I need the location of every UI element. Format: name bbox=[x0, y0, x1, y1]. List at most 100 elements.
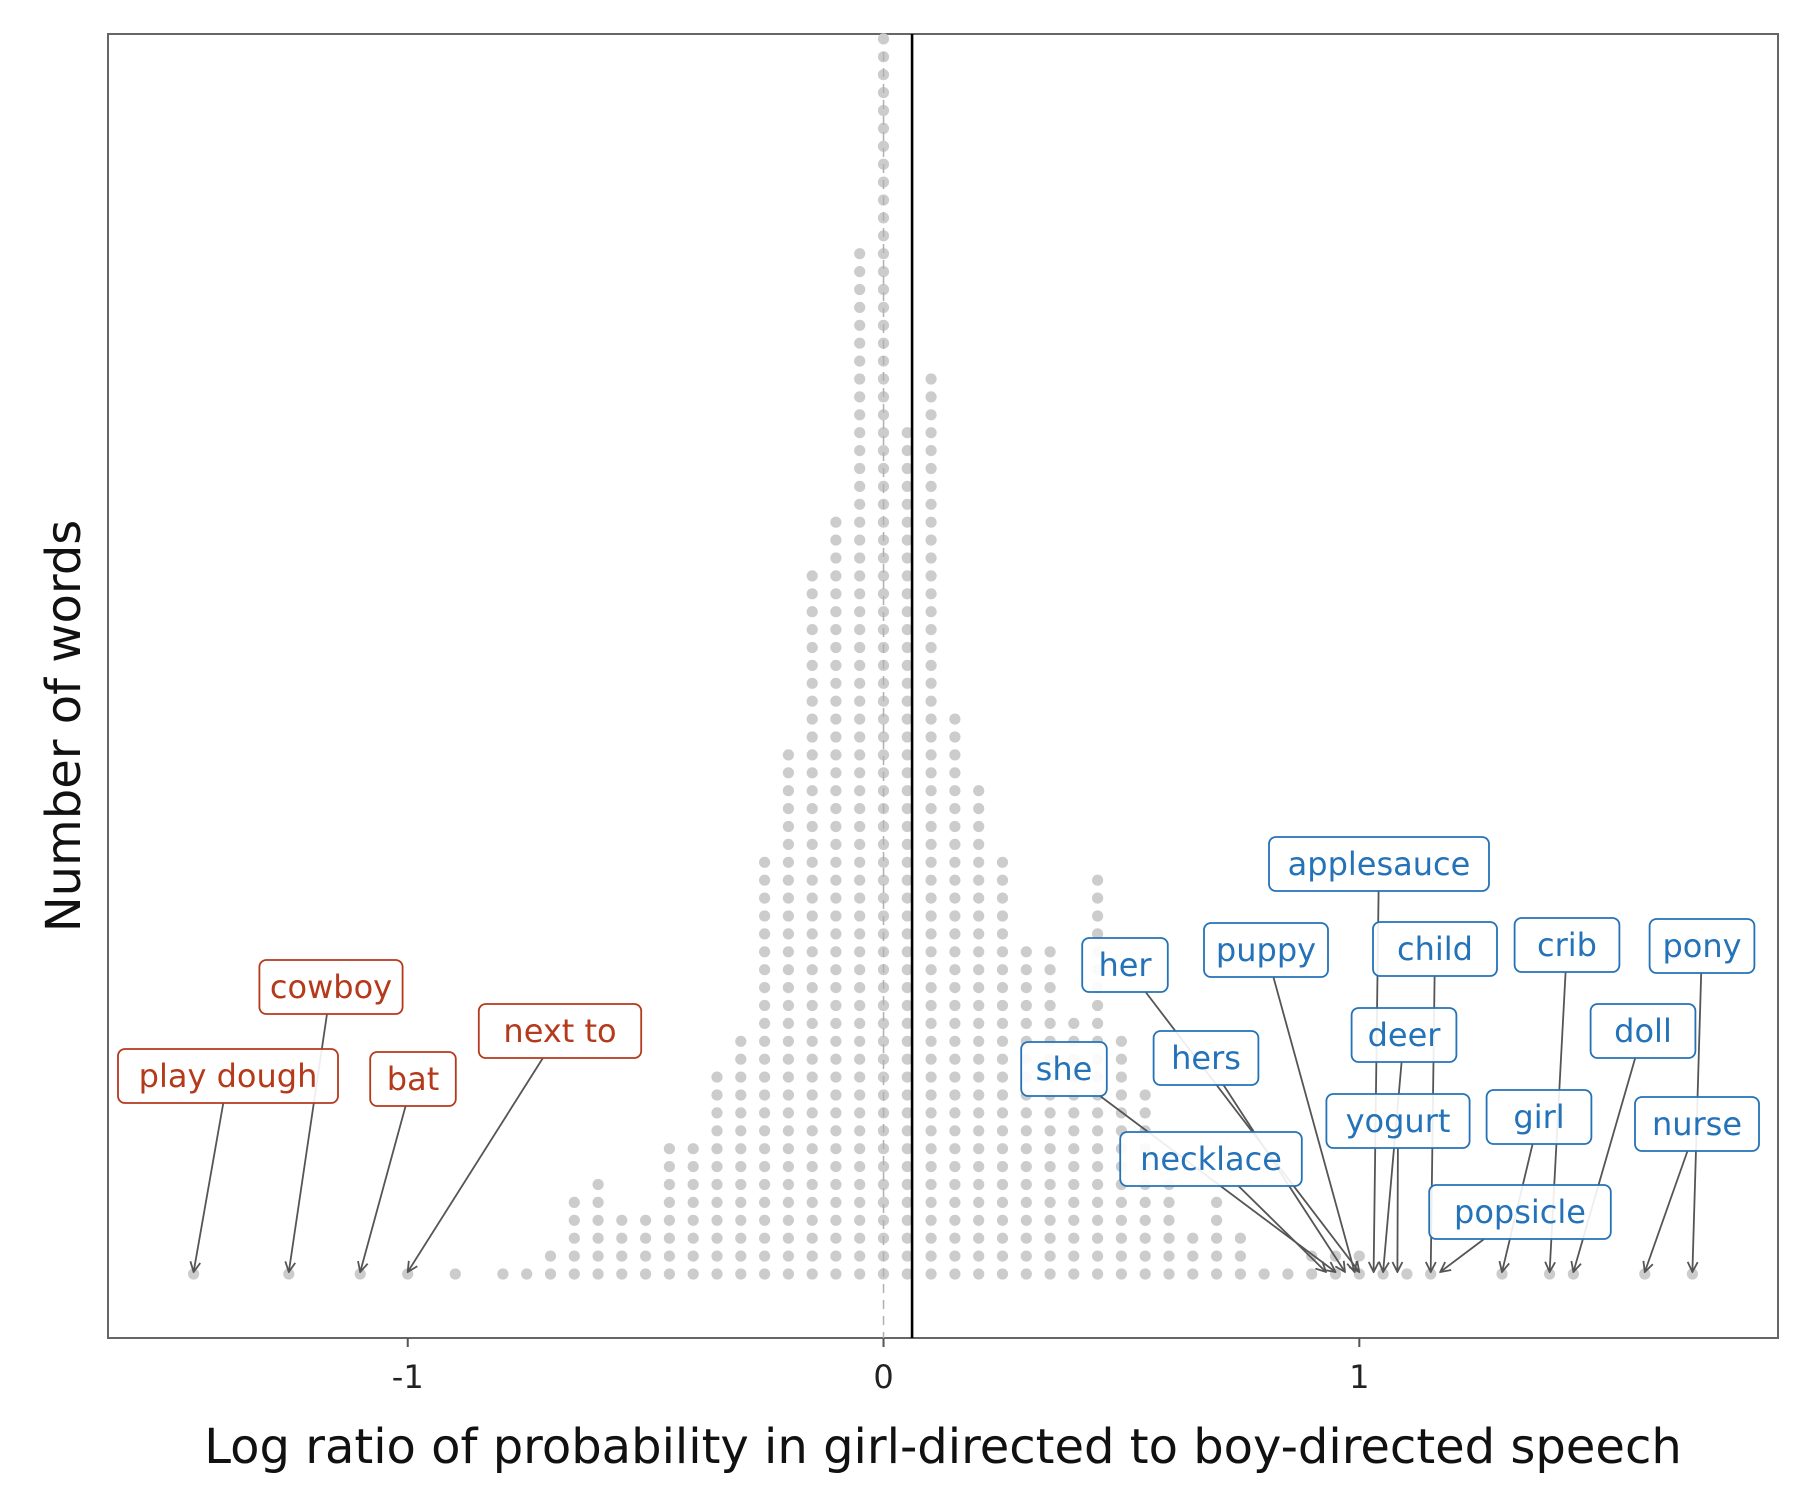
dot bbox=[996, 964, 1009, 976]
dot bbox=[996, 1035, 1009, 1047]
dot bbox=[925, 462, 937, 475]
dot bbox=[782, 1071, 795, 1083]
dot bbox=[901, 856, 913, 868]
dot bbox=[830, 838, 842, 851]
dot bbox=[782, 1053, 795, 1065]
dot bbox=[687, 1161, 699, 1173]
dot bbox=[877, 283, 890, 296]
dot bbox=[759, 1125, 771, 1137]
dot bbox=[949, 964, 961, 976]
dot bbox=[806, 1107, 818, 1119]
dot bbox=[949, 1125, 961, 1137]
dot bbox=[1234, 1232, 1246, 1244]
dot bbox=[925, 1232, 937, 1244]
annotation-label: pony bbox=[1648, 918, 1756, 974]
dot bbox=[1020, 1232, 1032, 1244]
dot bbox=[949, 1268, 961, 1280]
dot bbox=[759, 1089, 771, 1101]
dot bbox=[877, 266, 890, 278]
dot bbox=[759, 892, 771, 904]
dot bbox=[1044, 1017, 1056, 1029]
dot bbox=[996, 1214, 1009, 1226]
annotation-box bbox=[1152, 1030, 1260, 1086]
dot bbox=[616, 1232, 628, 1244]
dot bbox=[854, 391, 866, 403]
dot bbox=[711, 1071, 723, 1083]
dot bbox=[901, 516, 913, 528]
dot bbox=[1115, 1214, 1127, 1226]
dot bbox=[735, 1125, 747, 1137]
dot bbox=[1092, 874, 1104, 886]
dot bbox=[901, 1250, 913, 1262]
annotation-text: her bbox=[1098, 946, 1152, 984]
dot bbox=[830, 713, 842, 725]
x-axis: -1 0 1 bbox=[392, 1338, 1369, 1396]
dot bbox=[1092, 1214, 1104, 1226]
dot bbox=[996, 1178, 1009, 1191]
leader-line bbox=[360, 1105, 407, 1272]
dot bbox=[901, 624, 913, 636]
dot bbox=[1044, 1268, 1056, 1280]
dot bbox=[1306, 1268, 1318, 1280]
dot bbox=[592, 1232, 604, 1244]
dot bbox=[925, 749, 937, 761]
dot bbox=[949, 1196, 961, 1208]
dot bbox=[830, 1161, 842, 1173]
dot bbox=[854, 838, 866, 851]
dot bbox=[1044, 964, 1056, 976]
dot bbox=[949, 892, 961, 904]
annotation-label: next to bbox=[477, 1003, 643, 1059]
dot bbox=[901, 552, 913, 564]
dot bbox=[877, 122, 890, 134]
dot bbox=[806, 731, 818, 743]
dot bbox=[687, 1214, 699, 1226]
dot bbox=[806, 570, 818, 582]
dot bbox=[996, 1143, 1009, 1155]
dot bbox=[830, 606, 842, 618]
dot bbox=[640, 1268, 652, 1280]
dot bbox=[830, 964, 842, 976]
dot bbox=[949, 1089, 961, 1101]
dot bbox=[925, 606, 937, 618]
dot bbox=[854, 498, 866, 510]
dot bbox=[877, 731, 890, 743]
dot bbox=[759, 1071, 771, 1083]
dot bbox=[1020, 1178, 1032, 1191]
dot bbox=[973, 982, 985, 994]
dot bbox=[711, 1089, 723, 1101]
dot bbox=[925, 1053, 937, 1065]
dot bbox=[687, 1250, 699, 1262]
dot bbox=[806, 820, 818, 833]
dot bbox=[711, 1232, 723, 1244]
dot bbox=[663, 1250, 676, 1262]
dot bbox=[759, 1017, 771, 1029]
dot bbox=[973, 1107, 985, 1119]
dot bbox=[854, 820, 866, 833]
annotation-box bbox=[1485, 1089, 1593, 1145]
dot bbox=[544, 1268, 557, 1280]
dot bbox=[1163, 1196, 1175, 1208]
dot bbox=[735, 1035, 747, 1047]
dot bbox=[996, 1268, 1009, 1280]
dot bbox=[735, 1232, 747, 1244]
dot bbox=[806, 1035, 818, 1047]
dot bbox=[854, 749, 866, 761]
dot bbox=[854, 946, 866, 958]
dot bbox=[925, 695, 937, 707]
dot bbox=[854, 319, 866, 331]
dot bbox=[901, 606, 913, 618]
dot bbox=[925, 713, 937, 725]
dot bbox=[568, 1268, 580, 1280]
leader-line bbox=[1272, 976, 1354, 1272]
dot bbox=[663, 1268, 676, 1280]
dot bbox=[854, 427, 866, 439]
dot bbox=[1115, 1232, 1127, 1244]
dot bbox=[830, 856, 842, 868]
dot bbox=[854, 588, 866, 600]
dot bbox=[592, 1196, 604, 1208]
dot bbox=[830, 1035, 842, 1047]
dot bbox=[782, 964, 795, 976]
dot bbox=[901, 695, 913, 707]
dot bbox=[1068, 1143, 1080, 1155]
